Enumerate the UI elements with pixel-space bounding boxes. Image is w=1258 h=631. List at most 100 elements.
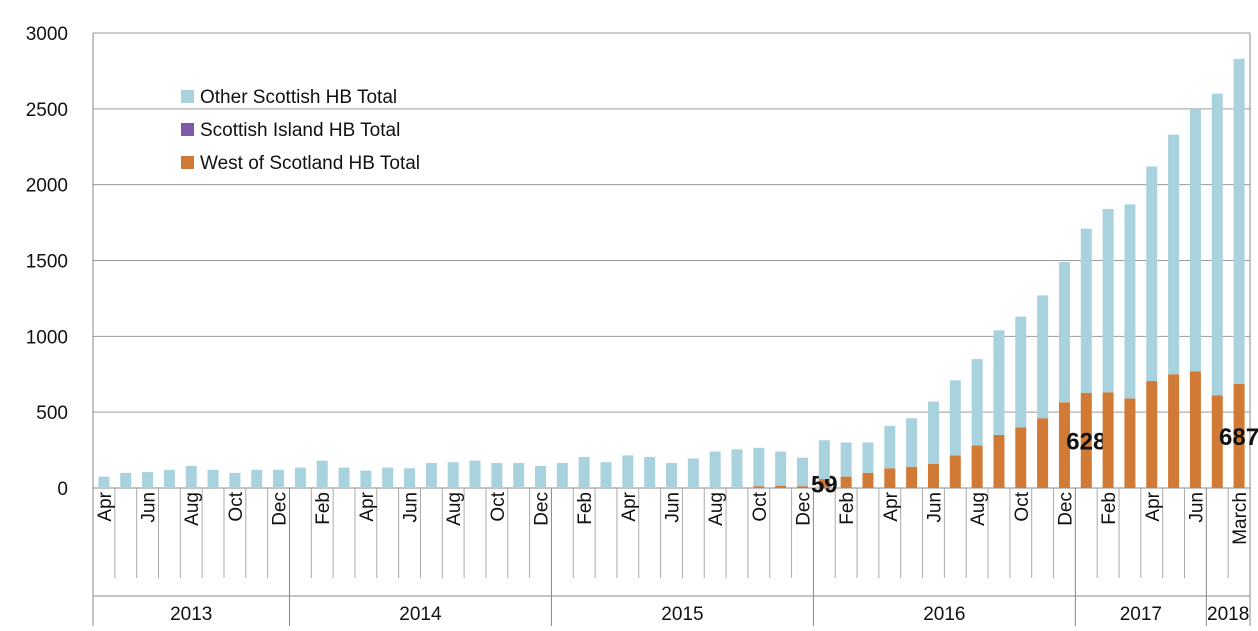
bar-segment bbox=[906, 466, 918, 488]
bar-segment bbox=[556, 462, 568, 488]
bar-segment bbox=[1058, 262, 1070, 403]
bar-segment bbox=[1168, 374, 1180, 488]
bar-segment bbox=[1189, 371, 1201, 488]
bar-segment bbox=[949, 455, 961, 488]
bar-segment bbox=[1015, 316, 1027, 428]
x-tick-label: Aug bbox=[706, 492, 727, 526]
y-tick-label: 2000 bbox=[26, 176, 68, 197]
bar-segment bbox=[666, 462, 677, 488]
year-label: 2018 bbox=[1207, 604, 1249, 625]
bar-segment bbox=[447, 462, 459, 488]
bar-segment bbox=[1124, 398, 1136, 488]
bar-segment bbox=[644, 456, 656, 488]
bar-segment bbox=[753, 447, 765, 487]
data-label: 628 bbox=[1066, 428, 1106, 455]
bar-segment bbox=[840, 476, 852, 488]
bar-segment bbox=[1211, 395, 1223, 488]
x-tick-label: Oct bbox=[1012, 491, 1033, 521]
bar-segment bbox=[840, 442, 852, 477]
x-tick-label: Dec bbox=[270, 492, 291, 526]
bar-segment bbox=[251, 469, 263, 488]
bar-segment bbox=[1124, 204, 1136, 399]
bar-segment bbox=[1015, 427, 1027, 488]
bar-segment bbox=[1211, 93, 1223, 396]
year-label: 2017 bbox=[1120, 604, 1162, 625]
x-tick-label: March bbox=[1230, 492, 1251, 545]
bar-segment bbox=[862, 442, 874, 473]
bar-segment bbox=[229, 472, 241, 488]
bar-segment bbox=[1233, 58, 1245, 384]
x-tick-label: Dec bbox=[532, 492, 553, 526]
bar-segment bbox=[862, 472, 874, 488]
x-tick-label: Feb bbox=[1099, 492, 1120, 525]
bar-segment bbox=[1102, 208, 1114, 393]
bar-segment bbox=[316, 460, 328, 488]
x-tick-label: Jun bbox=[401, 492, 422, 523]
legend-label: West of Scotland HB Total bbox=[200, 153, 420, 174]
bar-segment bbox=[927, 401, 939, 464]
bar-segment bbox=[993, 330, 1005, 435]
bar-segment bbox=[796, 486, 808, 488]
bar-segment bbox=[775, 485, 787, 488]
x-tick-label: Oct bbox=[750, 491, 771, 521]
bar-segment bbox=[600, 462, 612, 488]
year-label: 2014 bbox=[399, 604, 442, 625]
bar-segment bbox=[949, 380, 961, 456]
x-tick-label: Jun bbox=[663, 492, 684, 523]
legend-swatch bbox=[181, 123, 194, 136]
x-tick-label: Oct bbox=[226, 491, 247, 521]
x-tick-label: Jun bbox=[139, 492, 160, 523]
bar-segment bbox=[796, 457, 808, 487]
y-tick-label: 1500 bbox=[26, 252, 68, 273]
data-label: 687 bbox=[1219, 424, 1258, 451]
bar-segment bbox=[1037, 418, 1049, 488]
x-tick-label: Jun bbox=[1186, 492, 1207, 523]
bar-segment bbox=[1189, 108, 1201, 372]
bar-segment bbox=[1080, 392, 1092, 488]
bar-segment bbox=[382, 467, 394, 488]
bar-segment bbox=[513, 462, 525, 488]
bar-segment bbox=[709, 451, 721, 488]
bar-segment bbox=[207, 469, 219, 488]
x-tick-label: Apr bbox=[95, 491, 116, 521]
y-tick-label: 1000 bbox=[26, 327, 68, 348]
year-label: 2016 bbox=[923, 604, 965, 625]
bar-segment bbox=[884, 425, 896, 469]
y-tick-label: 3000 bbox=[26, 24, 68, 45]
x-tick-label: Feb bbox=[837, 492, 858, 525]
x-tick-label: Oct bbox=[488, 491, 509, 521]
bar-segment bbox=[1037, 295, 1049, 419]
bar-segment bbox=[338, 467, 350, 488]
bar-segment bbox=[535, 466, 547, 488]
bar-segment bbox=[98, 476, 110, 488]
year-label: 2013 bbox=[170, 604, 212, 625]
bar-segment bbox=[425, 462, 437, 488]
year-label: 2015 bbox=[661, 604, 703, 625]
bar-segment bbox=[971, 359, 983, 446]
bar-segment bbox=[273, 469, 285, 488]
bar-segment bbox=[404, 468, 416, 488]
bar-segment bbox=[120, 472, 132, 488]
bar-segment bbox=[1080, 228, 1092, 393]
x-tick-label: Aug bbox=[968, 492, 989, 526]
bar-segment bbox=[971, 445, 983, 488]
x-tick-label: Apr bbox=[619, 491, 640, 521]
bar-segment bbox=[1146, 166, 1158, 382]
bar-segment bbox=[818, 440, 830, 480]
bar-segment bbox=[622, 455, 634, 488]
legend-label: Scottish Island HB Total bbox=[200, 120, 400, 141]
x-tick-label: Aug bbox=[182, 492, 203, 526]
x-tick-label: Jun bbox=[924, 492, 945, 523]
x-tick-label: Dec bbox=[1055, 492, 1076, 526]
bar-segment bbox=[927, 463, 939, 488]
bar-segment bbox=[294, 467, 306, 488]
legend-swatch bbox=[181, 156, 194, 169]
y-tick-label: 0 bbox=[57, 479, 68, 500]
bar-segment bbox=[753, 486, 765, 488]
bar-segment bbox=[360, 470, 372, 488]
bar-segment bbox=[163, 469, 175, 488]
legend-swatch bbox=[181, 90, 194, 103]
bar-segment bbox=[142, 472, 154, 488]
y-tick-label: 2500 bbox=[26, 100, 68, 121]
